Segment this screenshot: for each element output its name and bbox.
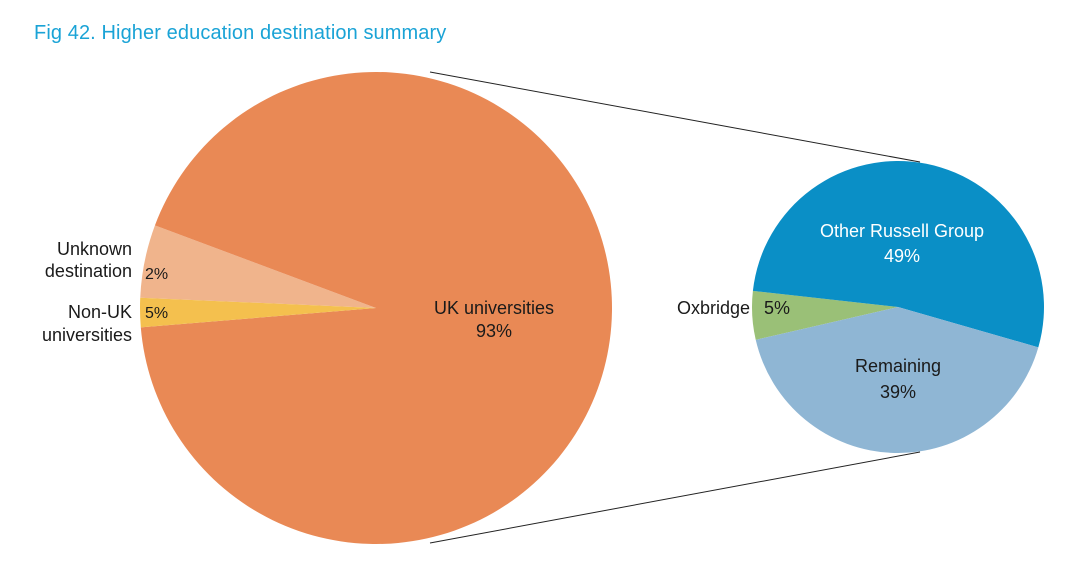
slice-label-unknown-line1: Unknown bbox=[57, 239, 132, 259]
slice-unknown-destination bbox=[139, 297, 376, 328]
slice-remaining bbox=[755, 307, 1039, 453]
slice-other-russell-group bbox=[752, 160, 1045, 348]
slice-label-non-uk-line1: Non-UK bbox=[68, 302, 132, 322]
slice-label-unknown-line2: destination bbox=[45, 261, 132, 281]
main-pie bbox=[139, 72, 612, 545]
connector-line-bottom bbox=[429, 451, 921, 544]
slice-oxbridge bbox=[752, 290, 898, 340]
slice-value-non-uk: 5% bbox=[145, 305, 168, 322]
slice-label-oxbridge: Oxbridge bbox=[677, 298, 750, 318]
breakdown-pie bbox=[752, 160, 1045, 453]
chart-title: Fig 42. Higher education destination sum… bbox=[34, 22, 447, 44]
slice-value-remaining: 39% bbox=[880, 382, 916, 402]
slice-label-other-russell: Other Russell Group bbox=[820, 221, 984, 241]
slice-uk-universities bbox=[140, 72, 612, 545]
connector-line-top bbox=[429, 71, 921, 163]
slice-label-uk-universities: UK universities bbox=[434, 298, 554, 318]
slice-label-non-uk-line2: universities bbox=[42, 325, 132, 345]
slice-value-other-russell: 49% bbox=[884, 246, 920, 266]
slice-value-oxbridge: 5% bbox=[764, 298, 790, 318]
slice-label-remaining: Remaining bbox=[855, 356, 941, 376]
slice-value-uk-universities: 93% bbox=[476, 321, 512, 341]
slice-value-unknown: 2% bbox=[145, 266, 168, 283]
slice-non-uk-universities bbox=[140, 225, 376, 308]
